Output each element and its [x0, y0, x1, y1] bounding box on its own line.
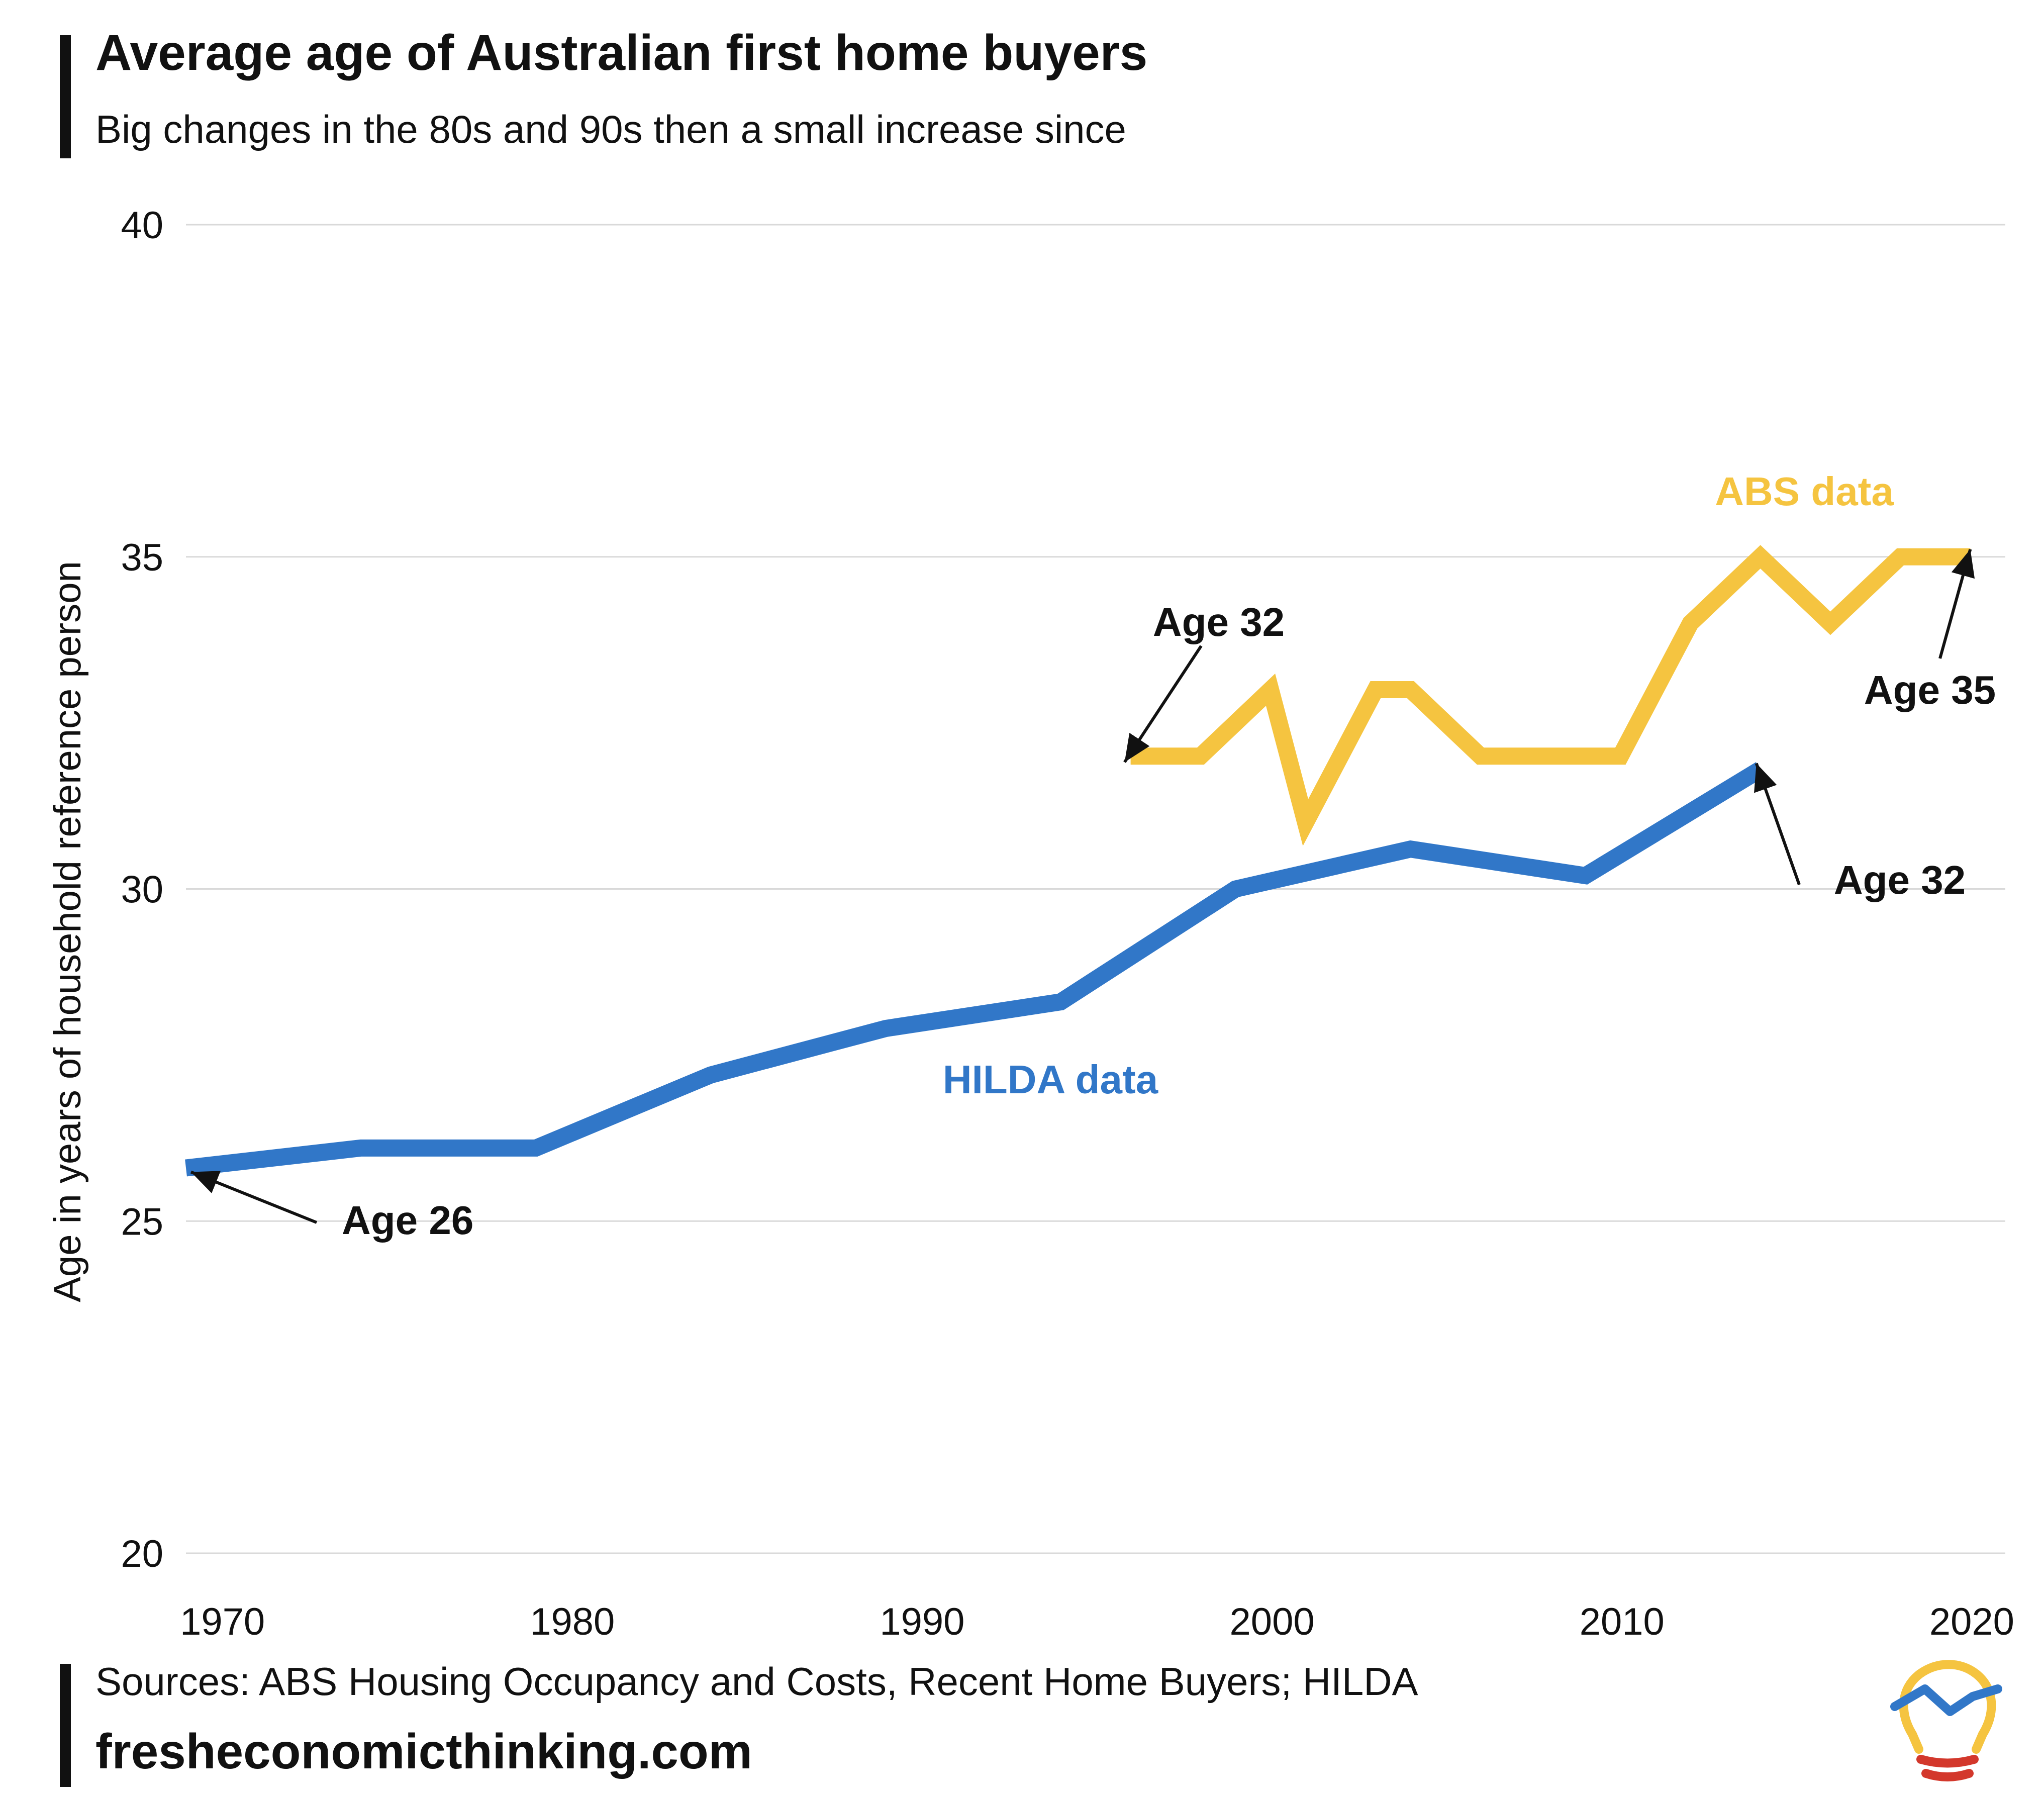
- annotation-arrow-1: [190, 1170, 318, 1224]
- chart-title: Average age of Australian first home buy…: [95, 25, 1148, 81]
- series-labels: HILDA data ABS data: [943, 469, 1894, 1102]
- line-chart: 20 25 30 35 40 1970 1980 1990 2000 2010 2020 Age …: [46, 204, 2014, 1643]
- gridlines: [186, 224, 2005, 1554]
- x-tick-label-2010: 2010: [1580, 1600, 1665, 1643]
- series-line-abs: [1130, 545, 1971, 846]
- annotation-label-1: Age 26: [342, 1198, 473, 1243]
- annotation-label-3: Age 32: [1153, 600, 1285, 644]
- y-axis-ticks: 20 25 30 35 40: [121, 204, 163, 1575]
- y-tick-label-30: 30: [121, 869, 163, 911]
- y-tick-label-40: 40: [121, 204, 163, 247]
- x-tick-label-2000: 2000: [1230, 1600, 1315, 1643]
- annotation-label-4: Age 35: [1864, 668, 1996, 712]
- series-label-hilda: HILDA data: [943, 1057, 1158, 1102]
- chart-subtitle: Big changes in the 80s and 90s then a sm…: [95, 107, 1126, 151]
- annotations: Age 26 Age 32 Age 32 Age 35: [190, 548, 1996, 1243]
- x-tick-label-1970: 1970: [180, 1600, 265, 1643]
- series-label-abs: ABS data: [1715, 469, 1894, 514]
- y-tick-label-35: 35: [121, 536, 163, 579]
- x-tick-label-1990: 1990: [880, 1600, 964, 1643]
- title-accent-bar: [60, 35, 71, 158]
- annotation-arrow-4: [1938, 548, 1975, 659]
- y-tick-label-25: 25: [121, 1200, 163, 1243]
- series-line-hilda: [185, 762, 1765, 1177]
- y-axis-label: Age in years of household reference pers…: [46, 561, 89, 1302]
- x-axis-ticks: 1970 1980 1990 2000 2010 2020: [180, 1600, 2014, 1643]
- annotation-arrow-2: [1754, 763, 1801, 885]
- annotation-arrow-3: [1123, 645, 1203, 763]
- x-tick-label-1980: 1980: [530, 1600, 615, 1643]
- x-tick-label-2020: 2020: [1929, 1600, 2014, 1643]
- lightbulb-chart-icon: [1890, 1660, 2002, 1781]
- source-note: Sources: ABS Housing Occupancy and Costs…: [95, 1659, 1418, 1704]
- annotation-label-2: Age 32: [1834, 858, 1966, 902]
- series: [185, 545, 1971, 1177]
- y-tick-label-20: 20: [121, 1533, 163, 1575]
- footer-accent-bar: [60, 1664, 71, 1787]
- website-link[interactable]: fresheconomicthinking.com: [95, 1724, 752, 1779]
